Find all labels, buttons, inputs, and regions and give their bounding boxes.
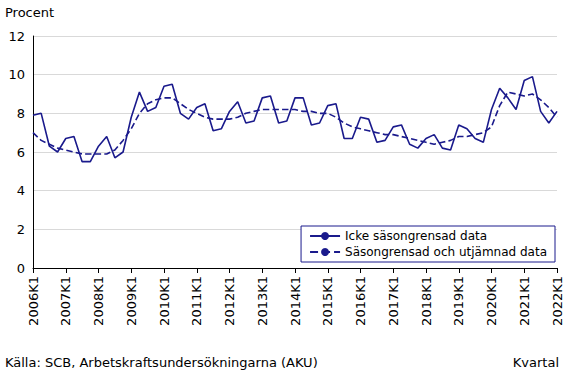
- svg-text:2014K1: 2014K1: [288, 276, 303, 326]
- svg-text:Procent: Procent: [5, 5, 54, 20]
- svg-text:2017K1: 2017K1: [386, 276, 401, 326]
- svg-text:2015K1: 2015K1: [320, 276, 335, 326]
- svg-text:2007K1: 2007K1: [58, 276, 73, 326]
- svg-text:12: 12: [8, 29, 25, 44]
- svg-text:2020K1: 2020K1: [484, 276, 499, 326]
- svg-text:2018K1: 2018K1: [419, 276, 434, 326]
- svg-text:2013K1: 2013K1: [255, 276, 270, 326]
- svg-text:Kvartal: Kvartal: [513, 355, 559, 370]
- svg-text:2: 2: [17, 222, 25, 237]
- svg-text:10: 10: [8, 67, 25, 82]
- svg-text:2021K1: 2021K1: [517, 276, 532, 326]
- svg-text:2008K1: 2008K1: [91, 276, 106, 326]
- svg-text:2009K1: 2009K1: [124, 276, 139, 326]
- svg-text:2011K1: 2011K1: [189, 276, 204, 326]
- svg-text:2022K1: 2022K1: [550, 276, 565, 326]
- svg-text:2010K1: 2010K1: [157, 276, 172, 326]
- svg-text:0: 0: [17, 261, 25, 276]
- svg-text:2012K1: 2012K1: [222, 276, 237, 326]
- svg-text:4: 4: [17, 183, 25, 198]
- svg-text:Källa: SCB, Arbetskraftsunders: Källa: SCB, Arbetskraftsundersökningarna…: [5, 355, 318, 370]
- svg-text:Säsongrensad och utjämnad data: Säsongrensad och utjämnad data: [345, 245, 547, 259]
- svg-text:2016K1: 2016K1: [353, 276, 368, 326]
- svg-text:6: 6: [17, 145, 25, 160]
- svg-text:2019K1: 2019K1: [451, 276, 466, 326]
- svg-text:Icke säsongrensad data: Icke säsongrensad data: [345, 229, 487, 243]
- svg-text:2006K1: 2006K1: [26, 276, 41, 326]
- svg-text:8: 8: [17, 106, 25, 121]
